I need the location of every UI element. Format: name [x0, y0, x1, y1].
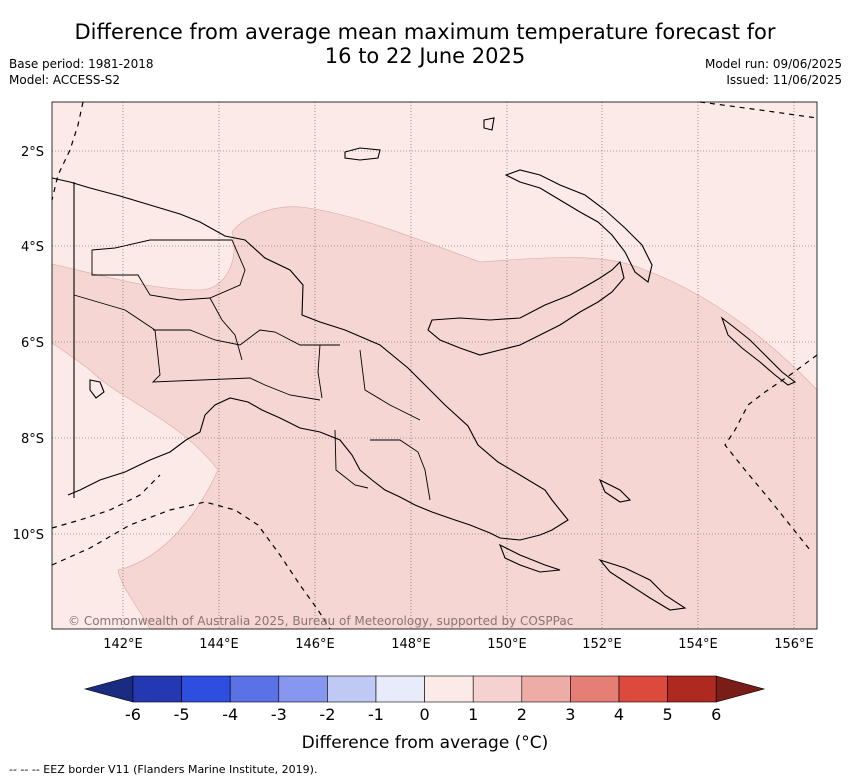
colorbar-tick-label: 2	[517, 705, 527, 724]
colorbar: -6 -5 -4 -3 -2 -1 0 1 2 3 4 5 6	[83, 675, 766, 724]
colorbar-swatch	[521, 675, 571, 703]
province-borders	[73, 239, 431, 501]
meta-right: Model run: 09/06/2025 Issued: 11/06/2025	[705, 56, 842, 88]
lat-tick-label: 8°S	[21, 432, 44, 447]
colorbar-extend-high	[715, 675, 766, 703]
colorbar-tick-label: -1	[368, 705, 384, 724]
colorbar-tick-label: 0	[420, 705, 430, 724]
eez-borders	[51, 101, 818, 630]
meta-left: Base period: 1981-2018 Model: ACCESS-S2	[9, 56, 154, 88]
colorbar-tick-label: 3	[565, 705, 575, 724]
colorbar-label: Difference from average (°C)	[301, 733, 549, 753]
copyright-notice: © Commonwealth of Australia 2025, Bureau…	[68, 614, 573, 628]
gridlines	[52, 102, 817, 629]
title-line-2: 16 to 22 June 2025	[324, 44, 526, 68]
colorbar-swatch	[472, 675, 523, 703]
colorbar-swatch	[667, 675, 717, 703]
lon-tick-label: 156°E	[774, 637, 814, 652]
colorbar-swatch	[132, 675, 182, 703]
colorbar-swatch	[278, 675, 328, 703]
chart-title: Difference from average mean maximum tem…	[0, 20, 850, 68]
colorbar-swatch	[181, 675, 231, 703]
model-name: Model: ACCESS-S2	[9, 73, 121, 87]
coastlines	[51, 117, 797, 611]
colorbar-swatch	[618, 675, 668, 703]
colorbar-tick-label: 1	[468, 705, 478, 724]
lon-tick-label: 152°E	[582, 637, 622, 652]
lon-tick-label: 142°E	[103, 637, 143, 652]
colorbar-tick-label: -6	[125, 705, 141, 724]
lon-tick-label: 146°E	[295, 637, 335, 652]
lat-tick-label: 10°S	[13, 528, 44, 543]
lat-tick-label: 4°S	[21, 240, 44, 255]
base-period: Base period: 1981-2018	[9, 57, 154, 71]
map-frame	[51, 101, 818, 630]
colorbar-extend-low	[83, 675, 134, 703]
colorbar-tick-label: -4	[222, 705, 238, 724]
colorbar-swatch	[327, 675, 377, 703]
lon-tick-label: 144°E	[199, 637, 239, 652]
colorbar-tick-label: 6	[711, 705, 721, 724]
colorbar-tick-label: 5	[663, 705, 673, 724]
colorbar-swatch	[375, 675, 425, 703]
colorbar-swatch	[229, 675, 280, 703]
colorbar-tick-label: -2	[319, 705, 335, 724]
colorbar-tick-label: -5	[174, 705, 190, 724]
lat-tick-label: 6°S	[21, 336, 44, 351]
colorbar-swatch	[424, 675, 474, 703]
colorbar-tick-label: 4	[614, 705, 624, 724]
title-line-1: Difference from average mean maximum tem…	[74, 20, 776, 44]
model-run: Model run: 09/06/2025	[704, 57, 842, 71]
eez-footnote: -- -- -- EEZ border V11 (Flanders Marine…	[9, 763, 318, 776]
colorbar-swatch	[570, 675, 620, 703]
lon-tick-label: 150°E	[487, 637, 527, 652]
lon-tick-label: 148°E	[391, 637, 431, 652]
colorbar-tick-label: -3	[271, 705, 287, 724]
lon-tick-label: 154°E	[678, 637, 718, 652]
lat-tick-label: 2°S	[21, 145, 44, 160]
issue-date: Issued: 11/06/2025	[726, 73, 842, 87]
